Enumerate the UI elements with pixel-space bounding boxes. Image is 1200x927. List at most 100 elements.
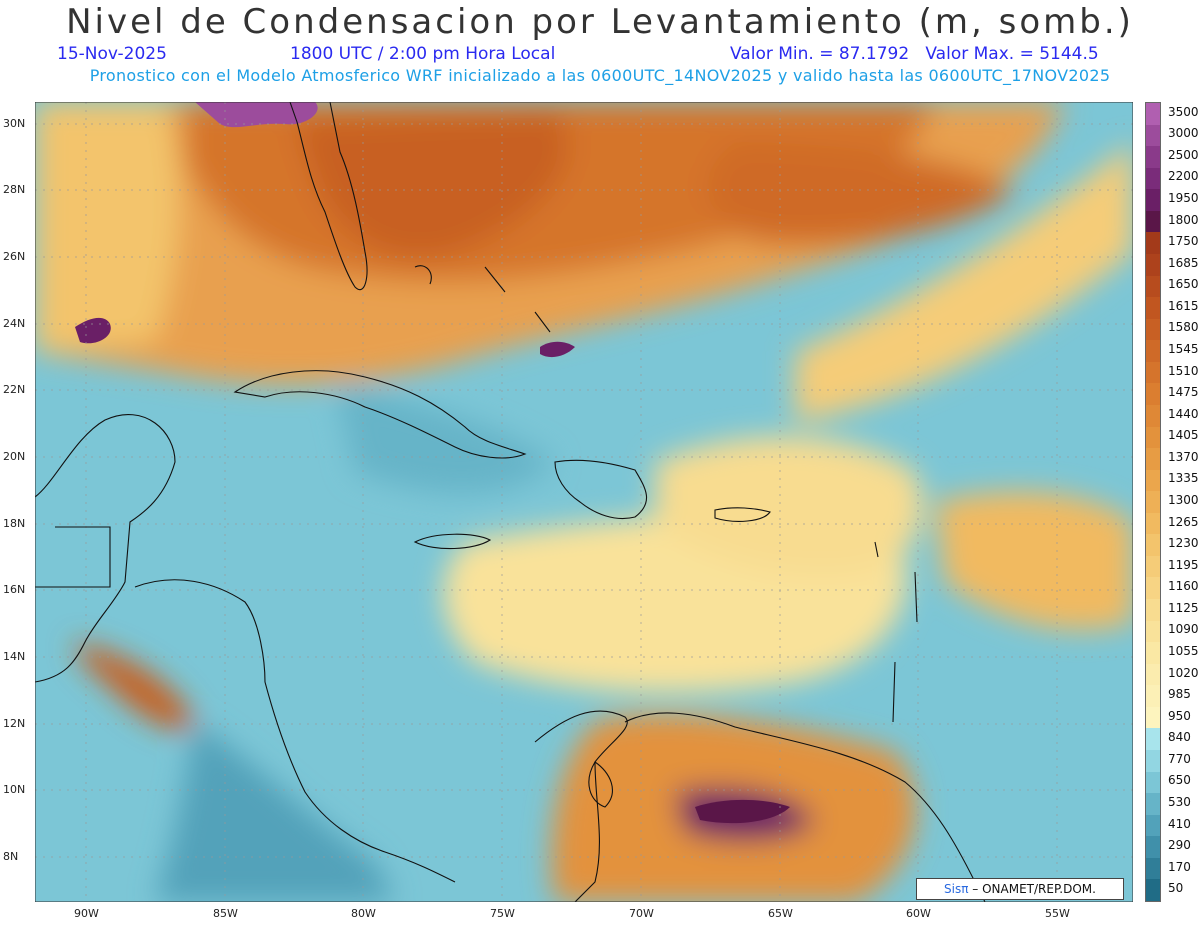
legend-swatch bbox=[1146, 685, 1160, 708]
legend-swatch bbox=[1146, 167, 1160, 190]
legend-swatch bbox=[1146, 232, 1160, 255]
lon-label: 65W bbox=[768, 907, 793, 920]
legend-swatch bbox=[1146, 663, 1160, 686]
legend-swatch bbox=[1146, 534, 1160, 557]
legend-label: 1160 bbox=[1168, 579, 1199, 594]
legend-label: 170 bbox=[1168, 859, 1191, 874]
legend-label: 1090 bbox=[1168, 622, 1199, 637]
legend-swatch bbox=[1146, 340, 1160, 363]
legend-label: 1055 bbox=[1168, 643, 1199, 658]
credit-brand: Sisπ bbox=[944, 882, 969, 896]
lon-label: 60W bbox=[906, 907, 931, 920]
lat-label: 16N bbox=[3, 583, 26, 596]
min-max-values: Valor Min. = 87.1792 Valor Max. = 5144.5 bbox=[730, 44, 1099, 64]
legend-label: 1405 bbox=[1168, 428, 1199, 443]
legend-swatch bbox=[1146, 383, 1160, 406]
lat-label: 30N bbox=[3, 117, 26, 130]
lat-label: 28N bbox=[3, 183, 26, 196]
field-shading bbox=[35, 102, 1133, 902]
lon-label: 55W bbox=[1045, 907, 1070, 920]
legend-swatch bbox=[1146, 210, 1160, 233]
legend-swatch bbox=[1146, 103, 1160, 126]
credit-text: – ONAMET/REP.DOM. bbox=[968, 882, 1096, 896]
legend-swatch bbox=[1146, 426, 1160, 449]
lat-label: 10N bbox=[3, 783, 26, 796]
coastlines bbox=[35, 102, 986, 902]
legend-swatch bbox=[1146, 297, 1160, 320]
legend-label: 1125 bbox=[1168, 600, 1199, 615]
lat-label: 20N bbox=[3, 450, 26, 463]
legend-label: 840 bbox=[1168, 730, 1191, 745]
legend-label: 950 bbox=[1168, 708, 1191, 723]
credit-box: Sisπ – ONAMET/REP.DOM. bbox=[916, 878, 1124, 900]
legend-label: 50 bbox=[1168, 881, 1184, 896]
legend-label: 3000 bbox=[1168, 126, 1199, 141]
legend-swatch bbox=[1146, 512, 1160, 535]
legend-label: 410 bbox=[1168, 816, 1191, 831]
legend-swatch bbox=[1146, 146, 1160, 169]
legend-label: 1475 bbox=[1168, 385, 1199, 400]
legend-label: 2500 bbox=[1168, 147, 1199, 162]
lat-label: 12N bbox=[3, 717, 26, 730]
legend-swatch bbox=[1146, 189, 1160, 212]
legend-swatch bbox=[1146, 275, 1160, 298]
map-title: Nivel de Condensacion por Levantamiento … bbox=[66, 2, 1134, 42]
legend-swatch bbox=[1146, 469, 1160, 492]
lat-label: 14N bbox=[3, 650, 26, 663]
legend-label: 530 bbox=[1168, 794, 1191, 809]
lon-label: 85W bbox=[213, 907, 238, 920]
legend-swatch bbox=[1146, 750, 1160, 773]
legend-swatch bbox=[1146, 814, 1160, 837]
legend-label: 1650 bbox=[1168, 277, 1199, 292]
high-lcl-patch bbox=[540, 341, 575, 358]
lat-label: 8N bbox=[3, 850, 19, 863]
legend-swatch bbox=[1146, 771, 1160, 794]
legend-label: 985 bbox=[1168, 687, 1191, 702]
legend-swatch bbox=[1146, 706, 1160, 729]
forecast-date: 15-Nov-2025 bbox=[57, 44, 167, 64]
legend-swatch bbox=[1146, 448, 1160, 471]
legend-swatch bbox=[1146, 599, 1160, 622]
legend-label: 1195 bbox=[1168, 557, 1199, 572]
high-lcl-patch bbox=[695, 799, 790, 824]
legend-swatch bbox=[1146, 577, 1160, 600]
legend-swatch bbox=[1146, 491, 1160, 514]
legend-label: 1300 bbox=[1168, 493, 1199, 507]
lon-label: 70W bbox=[629, 907, 654, 920]
forecast-time: 1800 UTC / 2:00 pm Hora Local bbox=[290, 44, 556, 64]
legend-swatch bbox=[1146, 124, 1160, 147]
legend-swatch bbox=[1146, 253, 1160, 277]
map-plot bbox=[35, 102, 1133, 902]
legend-swatch bbox=[1146, 620, 1160, 643]
legend-label: 770 bbox=[1168, 751, 1191, 766]
legend-label: 1510 bbox=[1168, 363, 1199, 378]
legend-label: 650 bbox=[1168, 773, 1191, 788]
legend-label: 1950 bbox=[1168, 191, 1199, 206]
legend-label: 1265 bbox=[1168, 514, 1199, 529]
lat-label: 22N bbox=[3, 383, 26, 396]
legend-swatch bbox=[1146, 361, 1160, 384]
lat-label: 24N bbox=[3, 317, 26, 330]
legend-label: 1020 bbox=[1168, 665, 1199, 680]
legend-swatch bbox=[1146, 728, 1160, 751]
legend-label: 1545 bbox=[1168, 342, 1199, 357]
legend-label: 1685 bbox=[1168, 255, 1199, 270]
legend-swatch bbox=[1146, 318, 1160, 341]
lat-label: 18N bbox=[3, 517, 26, 530]
legend-label: 2200 bbox=[1168, 169, 1199, 184]
legend-swatch bbox=[1146, 642, 1160, 665]
color-legend bbox=[1145, 102, 1161, 902]
legend-swatch bbox=[1146, 879, 1160, 902]
lat-label: 26N bbox=[3, 250, 26, 263]
map-grid bbox=[35, 102, 1133, 902]
lon-label: 80W bbox=[351, 907, 376, 920]
legend-swatch bbox=[1146, 836, 1160, 859]
legend-label: 3500 bbox=[1168, 104, 1199, 119]
legend-label: 1800 bbox=[1168, 212, 1199, 227]
lon-label: 90W bbox=[74, 907, 99, 920]
legend-swatch bbox=[1146, 857, 1160, 880]
high-lcl-patch bbox=[195, 102, 318, 128]
legend-label: 1230 bbox=[1168, 536, 1199, 551]
legend-label: 290 bbox=[1168, 838, 1191, 853]
lon-label: 75W bbox=[490, 907, 515, 920]
